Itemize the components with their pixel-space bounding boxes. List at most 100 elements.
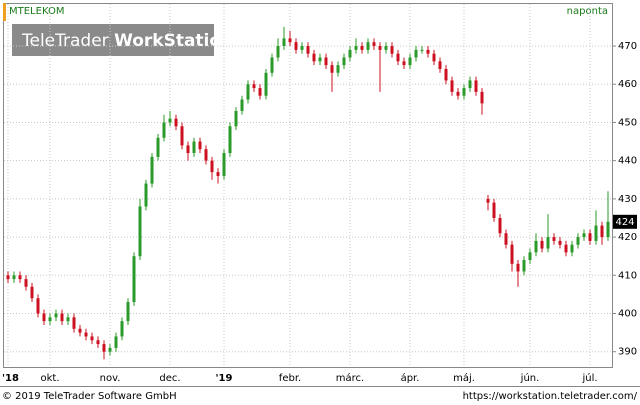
candle-body: [456, 91, 460, 96]
footer-right: https://workstation.teletrader.com/: [463, 391, 638, 402]
candle-body: [102, 344, 106, 352]
candle-body: [576, 237, 580, 245]
candle-body: [294, 42, 298, 50]
watermark-part: WorkStation: [114, 31, 233, 51]
candle-body: [438, 61, 442, 69]
y-tick-label: 410: [618, 270, 637, 281]
x-tick-label: jún.: [520, 372, 540, 384]
candle-body: [504, 233, 508, 245]
candle-body: [390, 46, 394, 54]
candle-body: [492, 202, 496, 218]
candle-body: [156, 137, 160, 157]
candle-body: [366, 42, 370, 50]
candle-body: [306, 46, 310, 54]
candle-body: [282, 38, 286, 47]
candle-body: [288, 38, 292, 43]
candle-body: [270, 57, 274, 73]
x-tick-label: máj.: [453, 372, 475, 384]
candle-body: [174, 118, 178, 127]
candle-body: [162, 122, 166, 138]
candle-body: [54, 313, 58, 318]
candle-body: [474, 80, 478, 92]
candle-body: [228, 126, 232, 154]
candle-body: [138, 206, 142, 257]
x-tick-label: dec.: [159, 373, 180, 384]
candle-body: [522, 260, 526, 272]
last-price-label: 424: [615, 217, 634, 228]
x-tick-label: nov.: [100, 373, 121, 384]
candle-body: [84, 332, 88, 337]
symbol-title: MTELEKOM: [9, 6, 64, 17]
candle-body: [204, 149, 208, 161]
x-tick-label: márc.: [336, 372, 364, 384]
candle-body: [240, 99, 244, 111]
candle-body: [462, 88, 466, 96]
candle-body: [36, 298, 40, 314]
candle-body: [558, 240, 562, 245]
y-tick-label: 390: [618, 347, 637, 358]
candle-body: [420, 49, 424, 51]
y-tick-label: 460: [618, 79, 637, 90]
candle-body: [252, 84, 256, 89]
candle-body: [222, 153, 226, 176]
x-tick-label: '19: [216, 373, 233, 384]
candle-body: [210, 160, 214, 173]
candle-body: [144, 183, 148, 207]
candle-body: [606, 221, 610, 238]
period-label: naponta: [567, 6, 608, 17]
candle-body: [546, 237, 550, 249]
candle-body: [384, 46, 388, 50]
candle-body: [216, 172, 220, 176]
candle-body: [60, 313, 64, 322]
candle-body: [414, 49, 418, 58]
x-tick-label: ápr.: [401, 372, 420, 384]
y-tick-label: 430: [618, 194, 637, 205]
candle-body: [450, 80, 454, 92]
candle-body: [516, 263, 520, 272]
candle-body: [564, 244, 568, 253]
candle-body: [72, 317, 76, 329]
candle-body: [348, 49, 352, 58]
candle-body: [258, 88, 262, 96]
y-tick-label: 420: [618, 232, 637, 243]
candle-body: [192, 141, 196, 154]
candle-body: [276, 46, 280, 58]
candle-body: [426, 49, 430, 54]
y-tick-label: 470: [618, 41, 637, 52]
candle-body: [444, 68, 448, 81]
y-tick-label: 400: [618, 309, 637, 320]
candle-body: [318, 57, 322, 62]
watermark-box: [12, 24, 214, 56]
candle-body: [378, 46, 382, 50]
candle-body: [534, 240, 538, 253]
candle-body: [180, 126, 184, 146]
candle-body: [372, 42, 376, 47]
candle-body: [480, 91, 484, 104]
candle-body: [108, 347, 112, 352]
candle-body: [126, 302, 130, 322]
candle-body: [24, 279, 28, 287]
candle-body: [528, 252, 532, 261]
candle-body: [324, 57, 328, 66]
candle-body: [486, 198, 490, 203]
candle-body: [246, 84, 250, 100]
candle-body: [552, 237, 556, 241]
footer-left: © 2019 TeleTrader Software GmbH: [2, 391, 177, 402]
y-tick-label: 440: [618, 156, 637, 167]
candle-body: [96, 340, 100, 345]
candle-body: [66, 317, 70, 322]
candle-body: [12, 275, 16, 280]
candle-body: [78, 328, 82, 333]
candle-body: [198, 141, 202, 150]
candle-body: [114, 336, 118, 348]
candle-body: [336, 65, 340, 73]
candle-body: [150, 156, 154, 184]
watermark-part: TeleTrader: [21, 31, 114, 51]
plot-frame: [3, 3, 613, 368]
x-tick-label: júl.: [581, 372, 597, 384]
symbol-marker: [3, 3, 6, 21]
candle-body: [510, 244, 514, 264]
candle-body: [582, 233, 586, 238]
candle-body: [396, 53, 400, 62]
